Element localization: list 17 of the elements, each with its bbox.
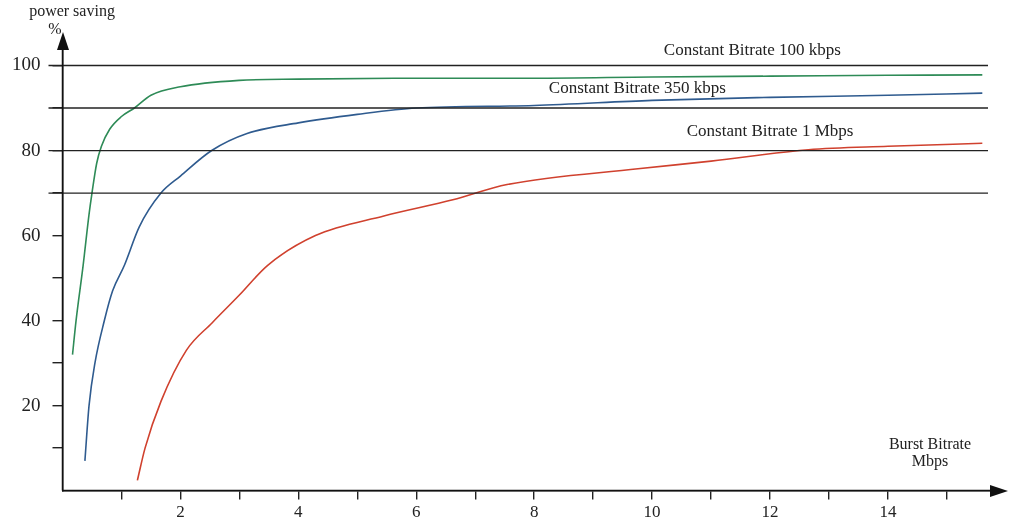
y-tick-label: 40 (21, 308, 41, 330)
x-tick-label: 2 (176, 502, 185, 522)
y-tick-label: 80 (21, 138, 41, 160)
x-tick-label: 4 (294, 502, 304, 522)
series-label: Constant Bitrate 1 Mbps (686, 120, 854, 140)
series-label: Constant Bitrate 100 kbps (663, 40, 841, 60)
x-tick-label: 8 (529, 502, 539, 522)
y-tick-label: 60 (21, 223, 41, 245)
y-tick-label: 20 (21, 393, 41, 415)
y-tick-label: 100 (12, 53, 41, 75)
x-tick-label: 6 (412, 502, 421, 522)
x-tick-label: 10 (643, 502, 661, 522)
x-axis-title: Burst Bitrate Mbps (888, 434, 972, 470)
x-tick-label: 14 (879, 502, 897, 522)
series-label: Constant Bitrate 350 kbps (548, 78, 726, 98)
y-axis-title: power saving % (29, 2, 115, 38)
x-tick-label: 12 (761, 502, 779, 522)
